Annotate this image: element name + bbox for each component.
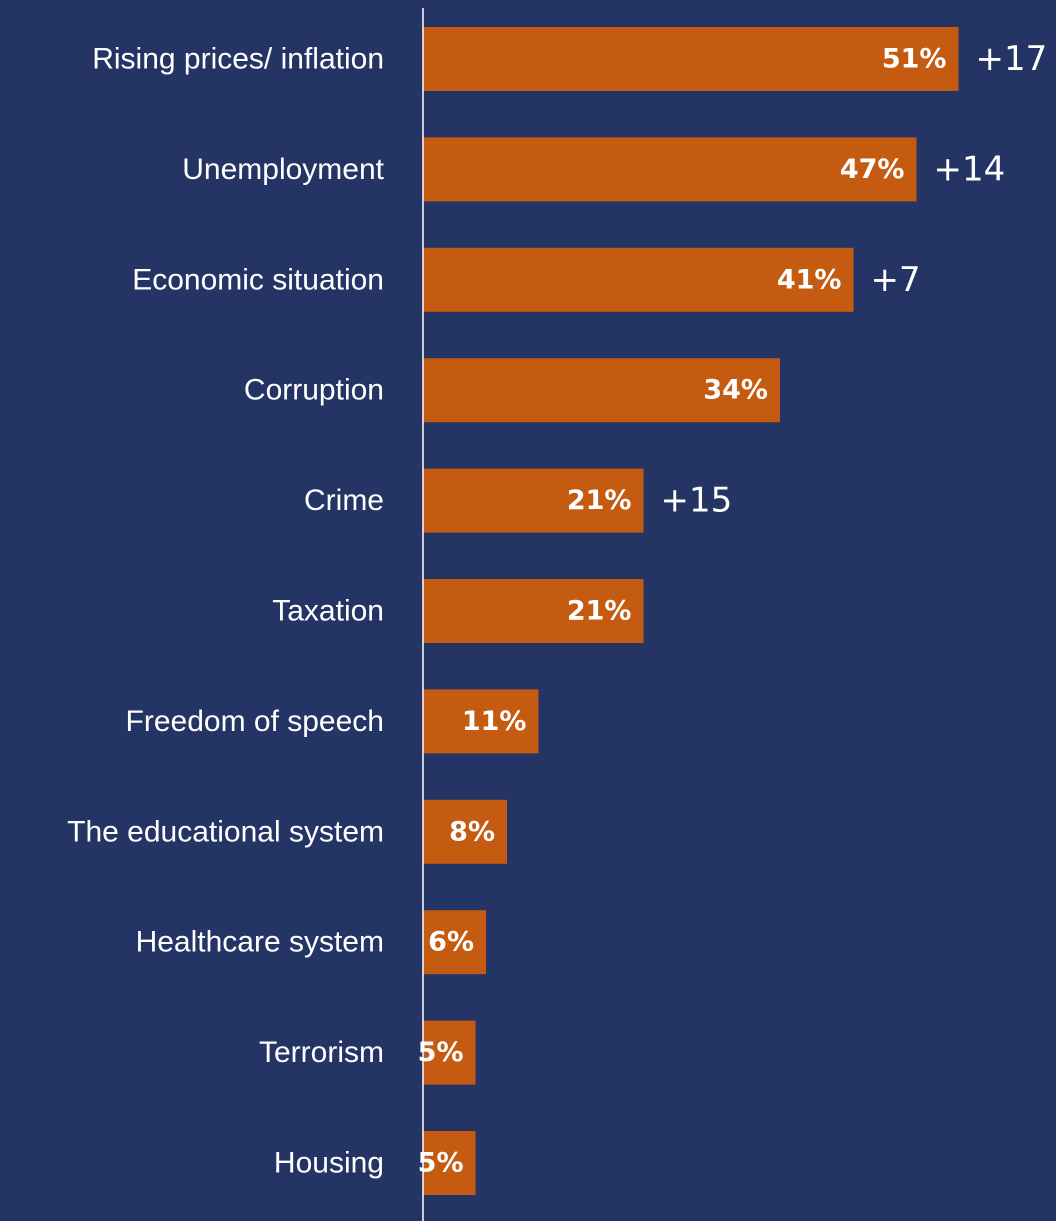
value-label: 8% xyxy=(449,816,495,847)
value-label: 34% xyxy=(703,375,768,406)
bar-group-terrorism: Terrorism 5% xyxy=(259,1020,476,1085)
bar xyxy=(423,1020,476,1085)
bar-group-unemployment: Unemployment 47% +14 xyxy=(182,137,1006,202)
category-label: Rising prices/ inflation xyxy=(92,43,384,76)
bar xyxy=(423,579,644,643)
value-label: 5% xyxy=(418,1037,464,1068)
category-label: Corruption xyxy=(244,374,384,407)
category-label: Taxation xyxy=(272,595,384,628)
bar-group-crime: Crime 21% +15 xyxy=(304,468,733,533)
value-label: 11% xyxy=(462,706,527,737)
bar-group-rising-prices-inflation: Rising prices/ inflation 51% +17 xyxy=(92,27,1047,91)
value-label: 21% xyxy=(567,485,632,516)
value-label: 6% xyxy=(428,927,474,958)
category-label: Terrorism xyxy=(259,1036,384,1069)
category-label: Healthcare system xyxy=(136,926,384,959)
bars-layer: Rising prices/ inflation 51% +17 Unemployme… xyxy=(67,27,1047,1195)
category-label: Housing xyxy=(274,1147,384,1180)
bar-group-corruption: Corruption 34% xyxy=(244,358,780,423)
bar xyxy=(423,137,917,202)
value-label: 21% xyxy=(567,596,632,627)
bar xyxy=(423,799,507,864)
bar xyxy=(423,910,486,975)
category-label: Unemployment xyxy=(182,153,384,186)
bar-group-the-educational-system: The educational system 8% xyxy=(67,799,507,864)
bar xyxy=(423,689,539,754)
value-label: 47% xyxy=(840,154,905,185)
category-label: Freedom of speech xyxy=(126,705,384,738)
change-label: +7 xyxy=(871,260,921,300)
change-label: +17 xyxy=(976,39,1048,79)
value-label: 41% xyxy=(777,264,842,295)
bar-group-taxation: Taxation 21% xyxy=(272,579,644,643)
bar xyxy=(423,27,959,91)
change-label: +15 xyxy=(661,481,733,521)
bar xyxy=(423,247,854,312)
value-label: 51% xyxy=(882,44,947,75)
category-label: Crime xyxy=(304,484,384,517)
bar-group-economic-situation: Economic situation 41% +7 xyxy=(132,247,921,312)
category-label: The educational system xyxy=(67,815,384,848)
bar xyxy=(423,468,644,533)
bar-group-healthcare-system: Healthcare system 6% xyxy=(136,910,486,975)
category-label: Economic situation xyxy=(132,263,384,296)
value-label: 5% xyxy=(418,1148,464,1179)
bar-group-freedom-of-speech: Freedom of speech 11% xyxy=(126,689,539,754)
bar xyxy=(423,1131,476,1195)
bar-group-housing: Housing 5% xyxy=(274,1131,476,1195)
bar xyxy=(423,358,780,423)
change-label: +14 xyxy=(934,149,1006,189)
